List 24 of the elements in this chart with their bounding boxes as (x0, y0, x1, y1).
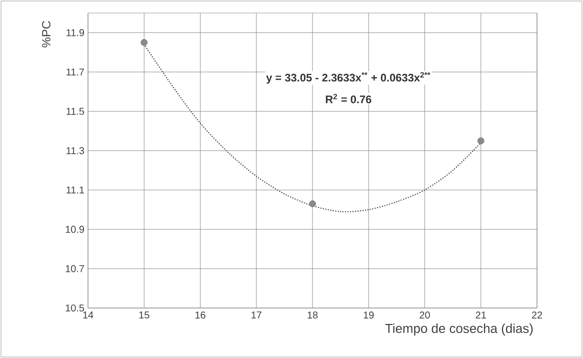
x-tick-label: 14 (83, 312, 94, 318)
y-tick-label: 11.7 (66, 68, 84, 76)
point (477, 137, 484, 144)
x-tick-label: 18 (308, 312, 318, 319)
x-tick-label: 21 (476, 312, 486, 318)
y-tick-label: 11.9 (66, 29, 84, 36)
y-tick-label: 10.9 (66, 226, 84, 233)
x-tick-label: 15 (139, 312, 150, 318)
x-tick-label: 22 (532, 312, 542, 318)
y-axis-title: %PC (42, 20, 50, 48)
x-tick-label: 16 (195, 312, 206, 319)
y-tick-label: 10.7 (66, 265, 84, 272)
x-tick-label: 17 (252, 312, 262, 318)
y-tick-label: 11.3 (66, 147, 84, 154)
y-tick-label: 11.1 (66, 186, 84, 194)
annotation: R$^{2}$ = 0.76 (326, 94, 372, 104)
y-tick-label: 10.5 (66, 304, 84, 312)
point (309, 200, 316, 208)
y-tick-label: 11.5 (66, 108, 84, 115)
x-tick-label: 20 (420, 312, 430, 319)
point (140, 39, 148, 46)
x-axis-title: Tiempo de cosecha (dias) (385, 324, 533, 336)
annotation: y = 33.05 - 2.3633x$^{**}$ + 0.0633x$^{2**}$ (266, 72, 430, 84)
x-tick-label: 19 (364, 312, 374, 319)
